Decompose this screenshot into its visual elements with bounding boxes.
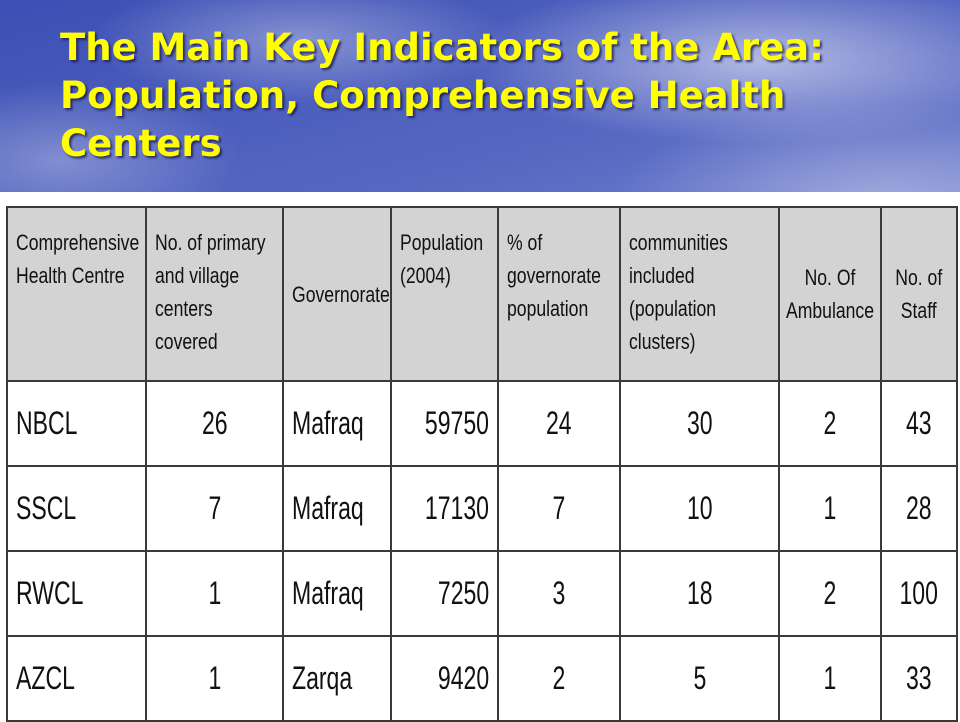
cell-percent-population: 24 bbox=[497, 380, 621, 467]
cell-centers-covered: 26 bbox=[145, 380, 284, 467]
cell-governorate: Mafraq bbox=[282, 380, 392, 467]
table-header-row: Comprehensive Health Centre No. of prima… bbox=[6, 206, 958, 382]
cell-staff: 28 bbox=[880, 465, 958, 552]
cell-centre: NBCL bbox=[6, 380, 147, 467]
cell-governorate: Zarqa bbox=[282, 635, 392, 722]
cell-percent-population: 3 bbox=[497, 550, 621, 637]
cell-governorate: Mafraq bbox=[282, 465, 392, 552]
cell-centers-covered: 1 bbox=[145, 550, 284, 637]
cell-population: 7250 bbox=[390, 550, 499, 637]
cell-population: 59750 bbox=[390, 380, 499, 467]
cell-centre: AZCL bbox=[6, 635, 147, 722]
cell-ambulance: 1 bbox=[778, 635, 882, 722]
cell-governorate: Mafraq bbox=[282, 550, 392, 637]
cell-communities: 5 bbox=[619, 635, 780, 722]
column-header-centre: Comprehensive Health Centre bbox=[6, 206, 147, 382]
cell-centers-covered: 7 bbox=[145, 465, 284, 552]
cell-ambulance: 2 bbox=[778, 380, 882, 467]
cell-ambulance: 1 bbox=[778, 465, 882, 552]
indicators-table: Comprehensive Health Centre No. of prima… bbox=[6, 206, 958, 722]
cell-staff: 100 bbox=[880, 550, 958, 637]
cell-population: 9420 bbox=[390, 635, 499, 722]
table-panel: Comprehensive Health Centre No. of prima… bbox=[0, 192, 960, 722]
cell-communities: 30 bbox=[619, 380, 780, 467]
cell-ambulance: 2 bbox=[778, 550, 882, 637]
cell-centers-covered: 1 bbox=[145, 635, 284, 722]
cell-centre: RWCL bbox=[6, 550, 147, 637]
table-row: RWCL 1 Mafraq 7250 3 18 2 100 bbox=[6, 550, 958, 637]
column-header-population: Population (2004) bbox=[390, 206, 499, 382]
column-header-communities: communities included (population cluster… bbox=[619, 206, 780, 382]
slide-title: The Main Key Indicators of the Area: Pop… bbox=[60, 26, 824, 165]
table-row: SSCL 7 Mafraq 17130 7 10 1 28 bbox=[6, 465, 958, 552]
cell-communities: 10 bbox=[619, 465, 780, 552]
column-header-governorate: Governorate bbox=[282, 206, 392, 382]
cell-centre: SSCL bbox=[6, 465, 147, 552]
column-header-ambulance: No. Of Ambulance bbox=[778, 206, 882, 382]
cell-staff: 33 bbox=[880, 635, 958, 722]
column-header-staff: No. of Staff bbox=[880, 206, 958, 382]
cell-percent-population: 7 bbox=[497, 465, 621, 552]
column-header-centers-covered: No. of primary and village centers cover… bbox=[145, 206, 284, 382]
cell-staff: 43 bbox=[880, 380, 958, 467]
table-row: AZCL 1 Zarqa 9420 2 5 1 33 bbox=[6, 635, 958, 722]
cell-communities: 18 bbox=[619, 550, 780, 637]
cell-population: 17130 bbox=[390, 465, 499, 552]
column-header-percent-population: % of governorate population bbox=[497, 206, 621, 382]
cell-percent-population: 2 bbox=[497, 635, 621, 722]
table-row: NBCL 26 Mafraq 59750 24 30 2 43 bbox=[6, 380, 958, 467]
